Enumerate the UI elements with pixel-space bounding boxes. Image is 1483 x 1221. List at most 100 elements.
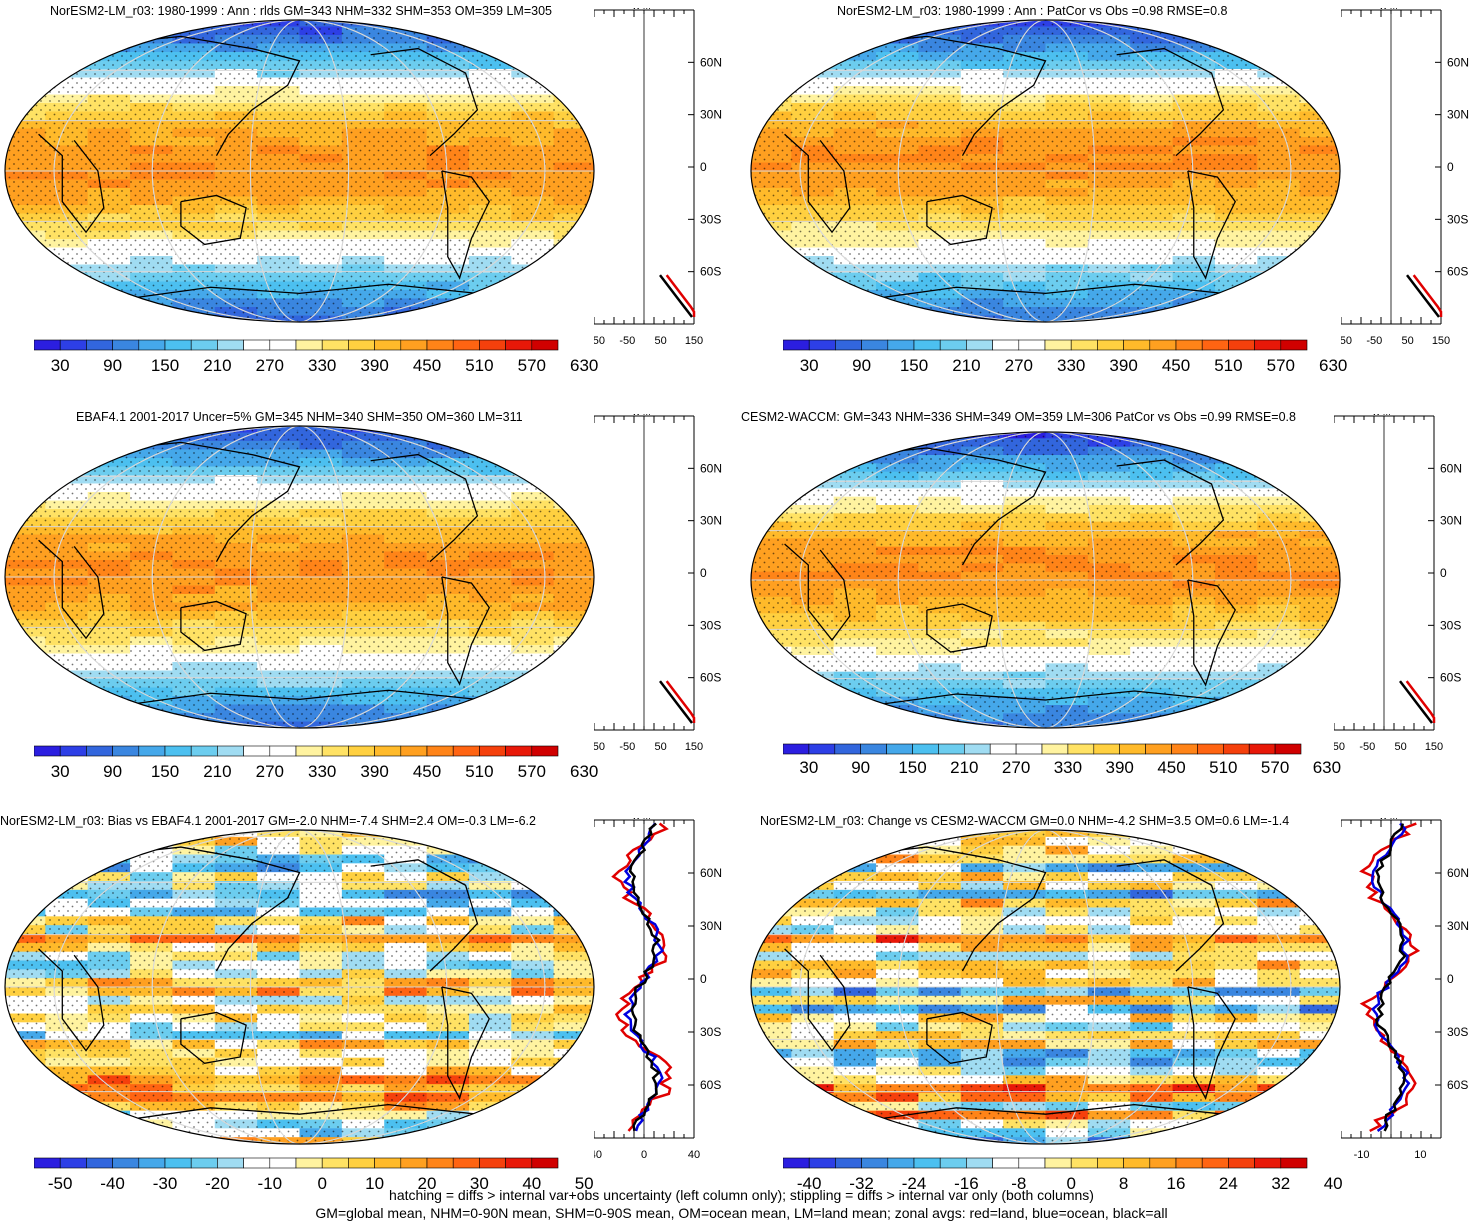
lat-tick-label: 0 [1447,972,1454,986]
lat-tick-label: 30S [700,212,721,226]
colorbar-label: 30 [799,758,819,777]
colorbar-bin [1067,743,1095,755]
colorbar-label: 270 [1001,758,1031,777]
colorbar-bin [1093,743,1120,755]
colorbar-bin [321,745,349,757]
colorbar [34,1157,559,1169]
panel-title: EBAF4.1 2001-2017 Uncer=5% GM=345 NHM=34… [76,410,523,424]
panel-bias-vs-obs: NorESM2-LM_r03: Bias vs EBAF4.1 2001-201… [0,805,741,1193]
map [4,829,595,1145]
colorbar-bin [164,1157,192,1169]
zonal-x-tick-label: 50 [1402,335,1414,347]
colorbar-label: -32 [849,1174,874,1193]
colorbar-label: 10 [365,1174,385,1193]
colorbar-bin [164,745,192,757]
colorbar-label: 20 [417,1174,437,1193]
colorbar-label: 8 [1118,1174,1129,1193]
colorbar-bin [400,1157,428,1169]
colorbar-bin [34,339,61,351]
lat-tick-label: 30S [700,618,721,632]
panel-model-patcor: NorESM2-LM_r03: 1980-1999 : Ann : PatCor… [741,0,1483,400]
lat-tick-label: 60S [700,671,721,685]
colorbar-bin [783,743,810,755]
colorbar-bin [452,339,480,351]
colorbar-bin [348,1157,375,1169]
lat-tick-label: 0 [700,160,707,174]
colorbar-bin [59,745,87,757]
lat-tick-label: 60N [700,55,722,69]
zonal-x-tick-label: 150 [685,335,703,347]
colorbar-label: 390 [360,356,389,375]
colorbar-label: 16 [1166,1174,1186,1193]
footnote-line-2: GM=global mean, NHM=0-90N mean, SHM=0-90… [315,1205,1168,1221]
colorbar-label: 450 [412,762,442,781]
colorbar-bin [992,339,1020,351]
colorbar [783,339,1308,351]
colorbar-bin [1228,339,1255,351]
colorbar-bin [1197,743,1224,755]
zonal-x-tick-label: -50 [1359,741,1375,753]
zonal-unit-label: W m⁻² [632,818,658,821]
colorbar-label: 50 [574,1174,594,1193]
panel-obs-climatology: EBAF4.1 2001-2017 Uncer=5% GM=345 NHM=34… [0,400,741,805]
colorbar-bin [190,745,218,757]
colorbar-label: -30 [152,1174,178,1193]
colorbar-bin [426,339,454,351]
panel-title: NorESM2-LM_r03: 1980-1999 : Ann : rlds G… [50,4,553,18]
colorbar-label: -8 [1011,1174,1027,1193]
panel-model-climatology: NorESM2-LM_r03: 1980-1999 : Ann : rlds G… [0,0,741,400]
colorbar-label: 30 [50,356,70,375]
lat-tick-label: 30N [700,919,722,933]
colorbar-label: -40 [796,1174,822,1193]
colorbar-labels: -50 -40 -30 -20 -10 0 10 20 30 40 50 [34,1174,594,1196]
zonal-mean-plot: W m⁻² 60N 30N 0 30S 60S -40 0 40 [594,818,722,1161]
colorbar-label: 630 [1319,356,1348,375]
colorbar-bin [34,1157,61,1169]
colorbar-label: 510 [465,762,494,781]
colorbar-bin [269,339,297,351]
colorbar-bin [348,745,375,757]
colorbar-bin [348,339,375,351]
colorbar-label: 270 [255,762,284,781]
colorbar-label: 390 [1105,758,1134,777]
colorbar-bin [835,1157,862,1169]
colorbar [783,1157,1308,1169]
colorbar-bin [164,339,192,351]
colorbar-bin [966,339,993,351]
colorbar-bin [505,1157,533,1169]
colorbar-label: 570 [517,762,546,781]
colorbar-bin [1097,1157,1124,1169]
colorbar [34,745,559,757]
zonal-all-curve [1406,274,1440,318]
zonal-x-tick-label: 50 [1395,741,1407,753]
map [750,431,1341,729]
colorbar-bin [112,745,140,757]
map [4,19,595,323]
colorbar-bin [1015,743,1043,755]
colorbar-label: 450 [412,356,442,375]
colorbar-labels: 30 90 150 210 270 330 390 450 510 570 630 [34,356,599,378]
colorbar-bin [834,743,861,755]
colorbar-bin [479,745,506,757]
colorbar-bin [939,1157,967,1169]
colorbar [34,339,559,351]
lat-tick-label: 60S [700,1078,721,1092]
zonal-x-tick-label: -150 [1341,335,1352,347]
colorbar-bin [86,339,113,351]
lat-tick-label: 0 [1447,160,1454,174]
colorbar-bin [1119,743,1146,755]
colorbar-bin [1070,339,1098,351]
zonal-x-tick-label: 50 [655,741,667,753]
colorbar-label: 270 [1004,356,1033,375]
lat-tick-label: 30N [700,514,722,528]
footnote-line-1: hatching = diffs > internal var+obs unce… [389,1187,1094,1203]
colorbar-bin [1149,339,1177,351]
colorbar-bin [1248,743,1276,755]
zonal-mean-plot: W m⁻² 60N 30N 0 30S 60S -150 -50 50 150 [1334,414,1462,753]
panel-change-vs-cesm2: NorESM2-LM_r03: Change vs CESM2-WACCM GM… [741,805,1483,1193]
colorbar-bin [138,745,166,757]
colorbar-label: 150 [899,356,929,375]
lat-tick-label: 60N [700,866,722,880]
colorbar-label: 30 [50,762,70,781]
zonal-x-tick-label: 150 [1432,335,1450,347]
